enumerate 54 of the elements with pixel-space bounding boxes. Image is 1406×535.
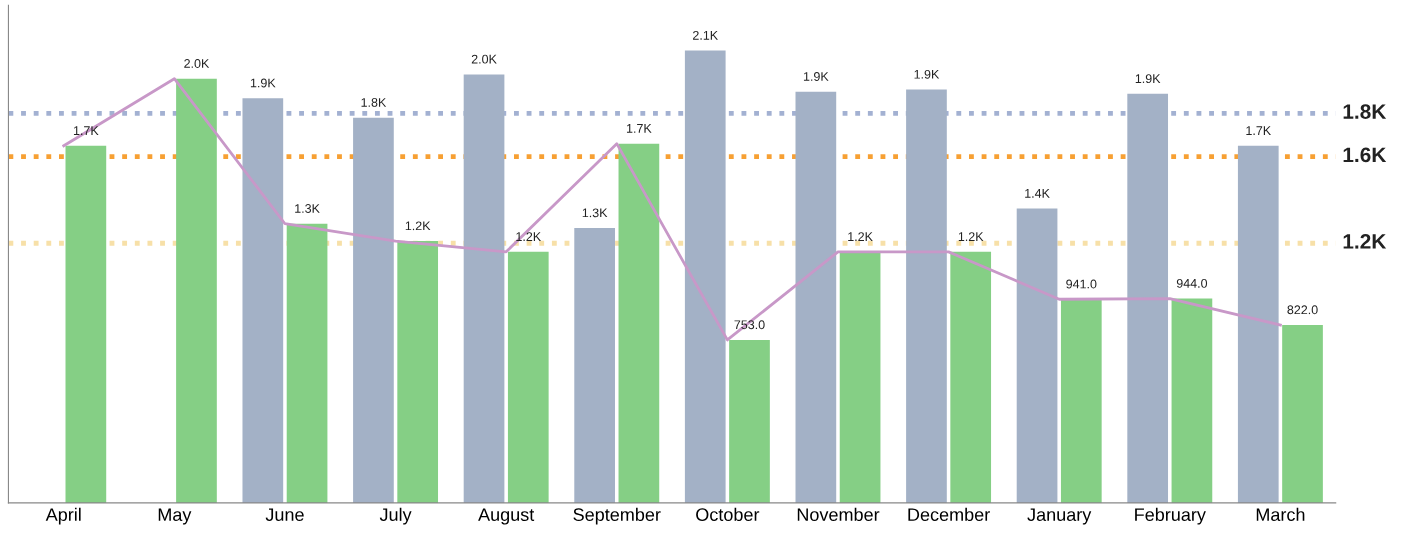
x-tick-label: July (379, 507, 412, 525)
data-label: 1.9K (803, 72, 829, 81)
x-tick-label: December (908, 507, 990, 522)
data-label: 1.3K (295, 204, 320, 213)
bar (1282, 325, 1323, 503)
x-tick-label: March (1256, 507, 1305, 522)
bar (507, 251, 549, 503)
x-tick-label: September (573, 507, 661, 525)
data-label: 1.4K (1025, 189, 1050, 198)
bar (65, 145, 107, 503)
x-tick-label: November (797, 507, 880, 522)
data-label: 1.2K (516, 232, 541, 241)
data-label: 1.2K (848, 232, 873, 241)
data-label: 1.2K (405, 221, 431, 231)
data-label: 753.0 (734, 320, 765, 330)
bar (684, 50, 726, 503)
data-label: 2.1K (693, 30, 718, 40)
bar (1171, 298, 1213, 503)
ref-line-label: 1.6K (1343, 147, 1387, 163)
x-tick-label: October (696, 507, 760, 522)
data-label: 944.0 (1176, 278, 1208, 288)
x-tick-label: February (1135, 507, 1206, 525)
ref-line-label: 1.8K (1343, 104, 1387, 119)
bar (574, 228, 615, 503)
data-label: 941.0 (1066, 279, 1097, 289)
data-label: 2.0K (184, 59, 210, 68)
bar (1060, 299, 1102, 503)
x-tick-label: August (478, 508, 535, 525)
x-tick-label: June (265, 508, 304, 522)
data-label: 1.7K (1246, 126, 1271, 135)
ref-line-label: 1.2K (1343, 234, 1387, 249)
bar (618, 143, 660, 503)
bar (353, 117, 394, 503)
data-label: 1.8K (361, 98, 387, 107)
data-label: 1.7K (626, 124, 652, 133)
bar (397, 241, 439, 503)
data-label: 2.0K (471, 54, 497, 64)
data-label: 1.2K (958, 232, 984, 241)
x-tick-label: April (45, 507, 81, 525)
data-label: 1.9K (1135, 74, 1161, 84)
bar (729, 339, 770, 503)
data-label: 1.9K (250, 78, 276, 88)
bar (1016, 208, 1058, 503)
x-tick-label: January (1027, 508, 1092, 525)
x-tick-label: May (158, 508, 192, 525)
data-label: 1.3K (582, 208, 608, 218)
data-label: 822.0 (1287, 305, 1318, 315)
bar (286, 223, 328, 503)
data-label: 1.9K (914, 69, 940, 79)
bar (950, 251, 992, 503)
bar (1237, 145, 1279, 503)
data-label: 1.7K (73, 126, 99, 135)
bar (176, 78, 217, 503)
bar (839, 251, 881, 503)
